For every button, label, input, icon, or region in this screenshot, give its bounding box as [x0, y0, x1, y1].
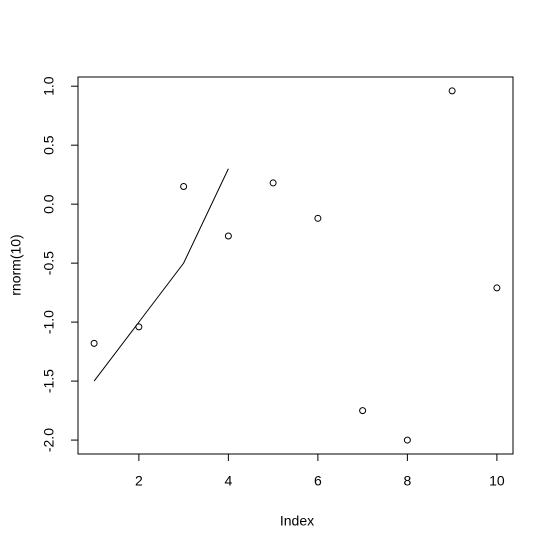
x-axis-label: Index — [280, 513, 314, 529]
y-tick-label: 0.5 — [41, 135, 57, 155]
x-tick-label: 4 — [224, 473, 232, 489]
point — [314, 214, 322, 222]
point — [180, 182, 188, 190]
x-tick-label: 10 — [489, 473, 505, 489]
point — [269, 179, 277, 187]
y-tick-label: 0.0 — [41, 194, 57, 214]
point — [493, 284, 501, 292]
point — [448, 87, 456, 95]
y-axis-label: rnorm(10) — [8, 234, 24, 295]
point — [90, 339, 98, 347]
line — [93, 168, 229, 382]
x-tick-label: 2 — [135, 473, 143, 489]
y-tick-label: 1.0 — [41, 76, 57, 96]
x-tick-label: 8 — [403, 473, 411, 489]
y-tick-label: -0.5 — [41, 251, 57, 275]
x-tick-label: 6 — [314, 473, 322, 489]
y-tick-label: -1.5 — [41, 369, 57, 393]
plot-frame — [77, 76, 514, 455]
y-tick-label: -2.0 — [41, 428, 57, 452]
point — [403, 436, 411, 444]
point — [224, 232, 232, 240]
point — [359, 407, 367, 415]
y-tick-label: -1.0 — [41, 310, 57, 334]
